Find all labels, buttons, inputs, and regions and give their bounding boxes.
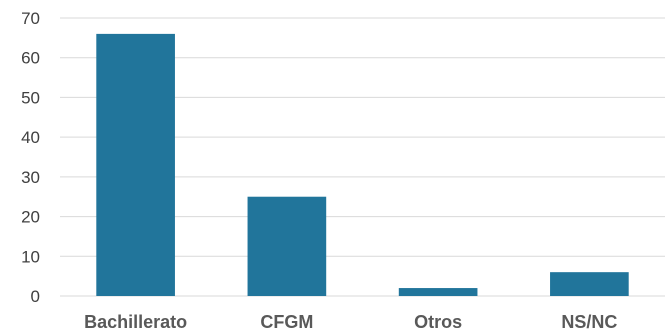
bar-bachillerato [96,33,175,297]
bar-otros [398,288,478,296]
y-tick-label: 50 [21,88,40,107]
y-tick-label: 40 [21,128,40,147]
y-tick-label: 10 [21,247,40,266]
y-tick-label: 60 [21,49,40,68]
y-tick-label: 70 [21,9,40,28]
bars [96,33,629,297]
x-category-label: CFGM [260,312,313,332]
y-tick-label: 0 [31,287,40,306]
y-tick-label: 20 [21,208,40,227]
bar-cfgm [247,196,327,296]
bar-ns-nc [550,272,629,296]
x-category-label: NS/NC [561,312,617,332]
y-axis-ticks: 0 10 20 30 40 50 60 70 [21,9,40,306]
x-category-label: Bachillerato [84,312,187,332]
x-axis-labels: Bachillerato CFGM Otros NS/NC [84,312,617,332]
x-category-label: Otros [414,312,462,332]
y-tick-label: 30 [21,168,40,187]
